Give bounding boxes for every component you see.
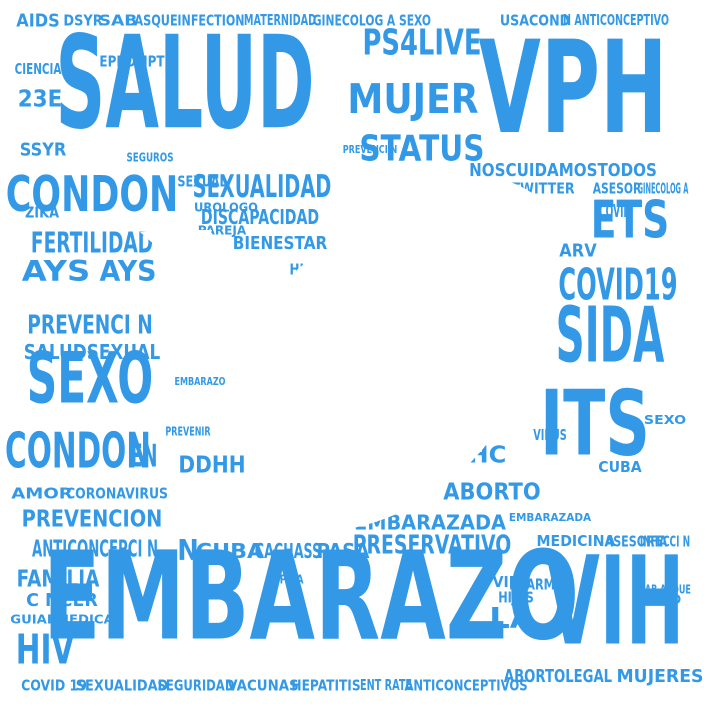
word: ANTICONCEPCI N [32, 537, 158, 563]
word: ENARM [509, 576, 555, 594]
word: MEDICINA [537, 533, 616, 551]
word: COVID [599, 202, 631, 222]
word: PREVENCI N [27, 311, 153, 341]
word: GINECOLOG A [638, 179, 689, 197]
word: ANTICONCEPTIVOS [404, 677, 527, 695]
word: SALUD [55, 9, 314, 158]
word: SIDA [556, 291, 665, 380]
word: FAMILIA [17, 566, 101, 593]
word: VPH [478, 15, 667, 163]
word: SALUDSEXUAL [24, 342, 161, 365]
word: MATERNIDAD [244, 12, 316, 30]
word: SSYR [20, 139, 67, 160]
word: CONDON [6, 166, 178, 222]
word: ABORTO [443, 479, 540, 505]
word: AMOR [11, 484, 73, 502]
word: EMBARAZO [43, 526, 579, 668]
word: STATUS [359, 127, 484, 170]
word: COVID 19 [21, 677, 87, 695]
word: SALUD [639, 592, 681, 607]
word: ZIKA [25, 204, 59, 221]
word: MUJER [347, 76, 478, 124]
word: LA [489, 603, 535, 636]
word: CIENCIA [15, 61, 62, 79]
word: GUIAEMEDICA [10, 613, 114, 628]
word: PREVENCI N [343, 144, 398, 156]
word: DISCAPACIDAD [201, 206, 319, 229]
word: VIH [546, 532, 685, 673]
word: ARV [559, 240, 597, 261]
word: COVID19 [558, 260, 677, 311]
word: ENT RATE [360, 677, 412, 695]
word: BIENESTAR [233, 233, 328, 253]
word: SEXUALIDAD [76, 677, 169, 694]
word: PREVENIR [165, 424, 211, 440]
word: VIRUS [533, 427, 566, 445]
word: SEXO [27, 337, 154, 419]
word: VIDA [493, 574, 532, 592]
word: SEXUALIDAD [193, 169, 332, 205]
word: ASESOR [593, 181, 641, 198]
word: EMBARAZADA [354, 511, 507, 535]
word: FERTILIDAD [31, 227, 153, 260]
word: HIV [16, 627, 75, 674]
word: C NCER [26, 591, 98, 611]
word: CACHASS [255, 540, 321, 564]
word: EN [131, 438, 158, 474]
twitter-bird-icon [140, 178, 584, 535]
word: PS4LIVE [362, 22, 481, 63]
word: N ANTICONCEPTIVO [563, 12, 669, 30]
word: HIJOS [498, 589, 534, 607]
word: UROLOGO [194, 200, 258, 215]
word: SEXO [644, 412, 686, 427]
word: EMBARAZADA [509, 512, 591, 524]
word: INFECCI N [640, 532, 690, 550]
word: CONDON [5, 423, 151, 480]
word: SAB ASQUE [639, 582, 691, 598]
word: USACOND [500, 12, 570, 29]
word: HEPATITIS [291, 677, 360, 695]
word: AYS [99, 256, 156, 289]
word: ASESORIA [605, 534, 668, 551]
word: PREVENCION [22, 506, 163, 533]
word: MUJERES [617, 667, 704, 687]
word: SEGUROS [126, 150, 173, 165]
word: ASQUE [134, 12, 177, 30]
word: DSYR [63, 12, 102, 29]
word: VACUNAS [227, 677, 298, 694]
word: ESPA A [266, 572, 303, 587]
word: SEXUAL [177, 173, 227, 191]
word: CUBA [196, 540, 265, 564]
word: PRESERVATIVO [353, 531, 511, 561]
word: PASA [317, 539, 370, 563]
word: INFECTION [177, 13, 244, 30]
word: ITS [540, 372, 650, 477]
word: A SEXO [387, 13, 431, 30]
word: ETS [591, 190, 669, 250]
word: SAB [99, 11, 138, 29]
word: DDHH [178, 452, 245, 479]
word: AIDS [16, 10, 59, 31]
word: NOSCUIDAMOSTODOS [469, 160, 657, 181]
word: CORONAVIRUS [66, 485, 168, 503]
word: N [177, 535, 199, 567]
word: EMBARAZO [174, 376, 225, 388]
word: CUBA [598, 459, 642, 477]
word: GINECOLOG [313, 13, 384, 30]
word: AYS [22, 256, 90, 289]
word: ABORTOLEGAL [504, 665, 612, 687]
word: EPROMPT [99, 53, 165, 71]
word: SEGURIDAD [158, 677, 235, 695]
word: 23E [18, 86, 63, 113]
word-layer: SALUD VPHEMBARAZOVIHITSSIDASEXOCONDONCOND… [5, 9, 703, 695]
